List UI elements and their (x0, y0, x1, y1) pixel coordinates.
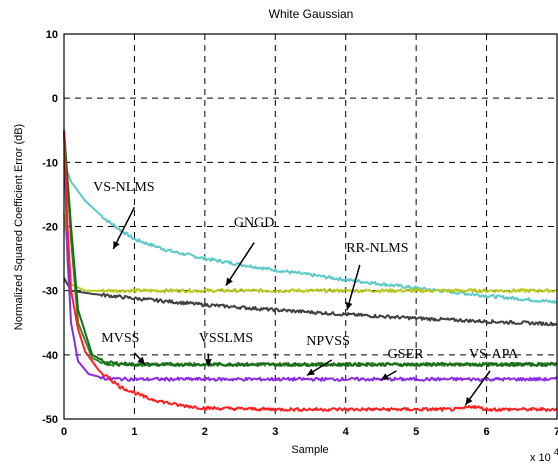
series-layer (63, 130, 558, 412)
x-tick-label: 6 (484, 426, 490, 438)
annotation-arrowhead-rr-nlms (345, 302, 353, 310)
plot-frame (63, 33, 558, 420)
annotation-mvss: MVSS (101, 331, 139, 346)
x-multiplier: x 10 4 (530, 447, 558, 464)
annotation-arrowhead-gngd (225, 277, 233, 286)
annotation-vs-apa: VS-APA (469, 347, 519, 362)
annotation-arrowhead-npvss (306, 368, 315, 376)
annotation-npvss: NPVSS (306, 334, 350, 349)
y-tick-label: -50 (42, 414, 58, 426)
grid (64, 34, 557, 419)
x-tick-label: 1 (131, 426, 137, 438)
x-tick-label: 4 (343, 426, 350, 438)
annotation-arrow-gngd (225, 242, 255, 286)
x-tick-label: 5 (413, 426, 419, 438)
y-tick-label: -20 (42, 222, 58, 234)
annotation-rr-nlms: RR-NLMS (346, 241, 408, 256)
chart-title: White Gaussian (269, 7, 354, 21)
y-tick-label: 0 (52, 93, 58, 105)
annotation-arrowhead-gser (380, 373, 389, 380)
annotation-arrowhead-vsslms (204, 359, 212, 367)
series-line-gngd (63, 213, 558, 294)
y-axis-label: Normalized Squared Coefficient Error (dB… (13, 124, 25, 330)
annotation-arrowhead-mvss (137, 356, 145, 365)
y-tick-label: -30 (42, 286, 58, 298)
x-multiplier-exponent: 4 (554, 447, 558, 457)
annotation-arrowhead-vs-nlms (113, 240, 120, 249)
y-tick-label: 10 (46, 29, 58, 41)
x-tick-label: 7 (554, 426, 558, 438)
annotation-arrowhead-vs-apa (465, 397, 473, 405)
annotation-gser: GSER (388, 347, 424, 362)
annotations: VS-NLMS GNGD RR-NLMS MVSS VSSLMS NPVSS GSER VS-… (93, 180, 519, 406)
tick-labels: 0 1 2 3 4 5 6 7 10 0 -10 -20 -30 -40 -50 (42, 29, 558, 438)
series-line-vs-apa (63, 130, 558, 412)
x-axis-label: Sample (291, 444, 328, 456)
annotation-arrow-rr-nlms (346, 264, 361, 311)
annotation-gngd: GNGD (234, 216, 274, 231)
annotation-vs-nlms: VS-NLMS (93, 180, 154, 195)
y-tick-label: -10 (42, 157, 58, 169)
x-tick-label: 2 (202, 426, 208, 438)
annotation-arrow-vs-nlms (112, 206, 136, 250)
x-tick-label: 3 (272, 426, 278, 438)
annotation-vsslms: VSSLMS (199, 331, 253, 346)
x-multiplier-base: x 10 (530, 452, 551, 464)
series-line-vs-nlms (63, 161, 558, 304)
series-line-gser (63, 130, 558, 382)
y-tick-label: -40 (42, 350, 58, 362)
series-line-vsslms (63, 130, 558, 368)
x-tick-label: 0 (61, 426, 67, 438)
series-line-rr-nlms (63, 277, 557, 327)
